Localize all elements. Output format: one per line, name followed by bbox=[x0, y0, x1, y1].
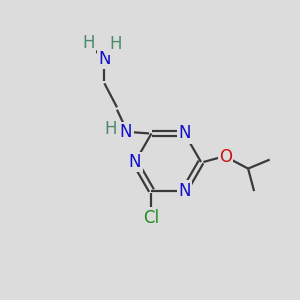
Text: H: H bbox=[105, 120, 117, 138]
Text: N: N bbox=[98, 50, 111, 68]
Text: N: N bbox=[178, 182, 191, 200]
Text: N: N bbox=[129, 153, 141, 171]
Text: O: O bbox=[219, 148, 232, 166]
Text: N: N bbox=[120, 123, 132, 141]
Text: Cl: Cl bbox=[143, 208, 160, 226]
Text: H: H bbox=[110, 35, 122, 53]
Text: N: N bbox=[178, 124, 191, 142]
Text: H: H bbox=[82, 34, 95, 52]
